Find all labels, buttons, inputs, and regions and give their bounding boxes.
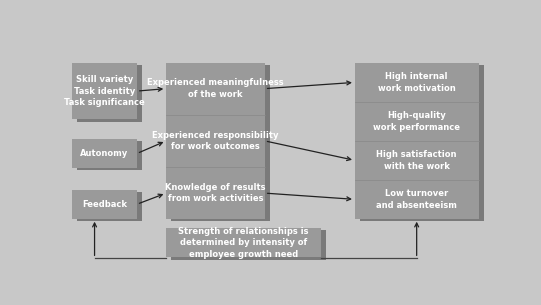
Bar [77,65,142,121]
Text: High-quality
work performance: High-quality work performance [373,111,460,131]
Text: High satisfaction
with the work: High satisfaction with the work [377,150,457,170]
Text: Autonomy: Autonomy [80,149,128,158]
Text: Experienced responsibility
for work outcomes: Experienced responsibility for work outc… [152,131,279,151]
Bar [171,231,326,260]
Text: Strength of relationships is
determined by intensity of
employee growth need: Strength of relationships is determined … [179,227,309,259]
Bar [171,65,270,221]
Text: Low turnover
and absenteeism: Low turnover and absenteeism [376,189,457,210]
Bar [360,65,484,221]
Bar [77,192,142,221]
Text: Feedback: Feedback [82,200,127,209]
Bar [72,63,137,119]
Bar [166,63,265,219]
Text: Skill variety
Task identity
Task significance: Skill variety Task identity Task signifi… [64,75,144,107]
Text: Knowledge of results
from work activities: Knowledge of results from work activitie… [165,183,266,203]
Bar [355,63,478,219]
Bar [72,139,137,168]
Bar [77,141,142,170]
Text: High internal
work motivation: High internal work motivation [378,72,456,93]
Bar [166,228,321,257]
Text: Experienced meaningfulness
of the work: Experienced meaningfulness of the work [147,78,283,99]
Bar [72,190,137,219]
